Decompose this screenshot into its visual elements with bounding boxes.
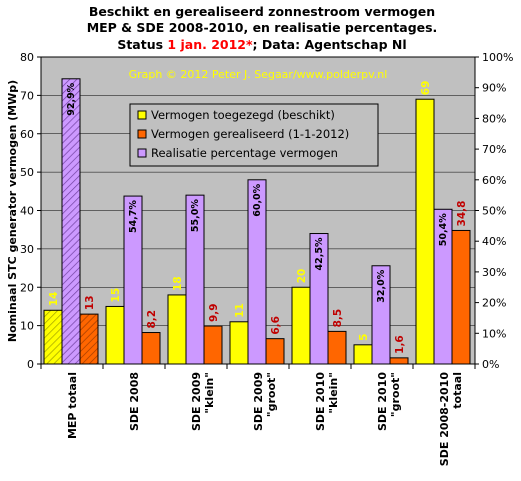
chart-credit: Graph © 2012 Peter J. Segaar/www.polderp… (129, 68, 388, 81)
chart-title-status-prefix: Status (117, 37, 167, 52)
bar-toegezegd (415, 98, 435, 365)
data-label: 13 (84, 295, 96, 310)
bar-toegezegd (291, 286, 311, 365)
chart-legend: Vermogen toegezegd (beschikt) Vermogen ge… (129, 103, 379, 167)
y-tick-label: 70 (20, 89, 34, 102)
y2-tick-label: 20% (482, 297, 506, 310)
data-label: 9,9 (208, 303, 220, 322)
y-tick-label: 60 (20, 128, 34, 141)
x-category-label: SDE 2010 (314, 372, 327, 431)
data-labels: 14 92,9% 13 15 54,7% 8,2 18 55,0% 9,9 11 60,0% 6,6 2… (48, 81, 468, 354)
bar-percentage (123, 195, 143, 365)
x-category-label: "klein" (327, 372, 340, 414)
data-label: 14 (48, 292, 60, 307)
axes: 0 10 20 30 40 50 60 70 80 0% 10% 20% 30% 40% 50% 60% 70%… (20, 51, 513, 466)
y2-tick-label: 100% (482, 51, 513, 64)
y-tick-label: 80 (20, 51, 34, 64)
data-label: 54,7% (128, 200, 139, 233)
y-tick-label: 40 (20, 205, 34, 218)
data-label: 60,0% (252, 183, 263, 216)
bar-gerealiseerd (327, 330, 347, 365)
y2-tick-label: 0% (482, 358, 499, 371)
bar-percentage (185, 194, 205, 365)
y2-tick-label: 10% (482, 327, 506, 340)
bar-gerealiseerd (265, 338, 285, 365)
x-category-label: SDE 2008 (128, 372, 141, 431)
data-label: 1,6 (394, 335, 406, 354)
y-tick-label: 50 (20, 166, 34, 179)
legend-swatch-2 (137, 129, 147, 139)
y-tick-label: 20 (20, 281, 34, 294)
bar-toegezegd (43, 309, 63, 365)
data-label: 69 (420, 81, 432, 96)
data-label: 5 (358, 334, 370, 341)
bar-marks (43, 78, 471, 365)
data-label: 11 (234, 303, 246, 318)
x-category-label: "groot" (389, 372, 402, 417)
x-category-label: SDE 2010 (376, 372, 389, 431)
y2-tick-label: 70% (482, 143, 506, 156)
bar-gerealiseerd (141, 332, 161, 365)
bar-toegezegd (229, 321, 249, 365)
data-label: 32,0% (376, 269, 387, 302)
data-label: 34,8 (456, 201, 468, 227)
chart-title-line-2: MEP & SDE 2008-2010, en realisatie perce… (87, 20, 438, 35)
legend-swatch-3 (137, 148, 147, 158)
data-label: 6,6 (270, 316, 282, 335)
x-category-label: SDE 2008-2010 (438, 372, 451, 467)
bar-percentage (309, 233, 329, 365)
bar-toegezegd (353, 344, 373, 365)
y2-tick-label: 90% (482, 82, 506, 95)
y2-tick-label: 80% (482, 112, 506, 125)
bar-percentage (61, 78, 81, 365)
bar-gerealiseerd (389, 357, 409, 365)
y-tick-label: 10 (20, 320, 34, 333)
data-label: 42,5% (314, 237, 325, 270)
y-tick-label: 30 (20, 243, 34, 256)
y2-tick-label: 50% (482, 205, 506, 218)
data-label: 20 (296, 269, 308, 284)
bar-gerealiseerd (79, 313, 99, 365)
x-category-label: "groot" (265, 372, 278, 417)
legend-box (129, 103, 379, 167)
bar-gerealiseerd (203, 325, 223, 365)
data-label: 8,5 (332, 309, 344, 328)
y2-tick-label: 40% (482, 235, 506, 248)
x-category-label: totaal (451, 372, 464, 409)
x-category-label: SDE 2009 (252, 372, 265, 431)
data-label: 92,9% (66, 82, 77, 115)
chart-title-line-3: Status 1 jan. 2012*; Data: Agentschap Nl (117, 37, 406, 52)
y-tick-label: 0 (27, 358, 34, 371)
bar-toegezegd (167, 294, 187, 365)
bar-toegezegd (105, 305, 125, 365)
y-axis-title: Nominaal STC generator vermogen (MWp) (6, 80, 19, 342)
chart-title-line-1: Beschikt en gerealiseerd zonnestroom ver… (89, 4, 435, 19)
chart-title-status-date: 1 jan. 2012* (167, 37, 253, 52)
legend-entry-1: Vermogen toegezegd (beschikt) (151, 108, 335, 122)
y2-tick-label: 30% (482, 266, 506, 279)
data-label: 55,0% (190, 199, 201, 232)
x-category-label: MEP totaal (66, 372, 79, 439)
chart-title-status-suffix: ; Data: Agentschap Nl (253, 37, 407, 52)
data-label: 50,4% (438, 213, 449, 246)
data-label: 8,2 (146, 310, 158, 329)
y2-tick-label: 60% (482, 174, 506, 187)
data-label: 18 (172, 276, 184, 291)
bar-percentage (247, 179, 267, 365)
data-label: 15 (110, 288, 122, 303)
bar-percentage (371, 265, 391, 365)
legend-entry-3: Realisatie percentage vermogen (151, 146, 338, 160)
bar-gerealiseerd (451, 229, 471, 365)
legend-swatch-1 (137, 110, 147, 120)
x-category-label: SDE 2009 (190, 372, 203, 431)
x-category-label: "klein" (203, 372, 216, 414)
legend-entry-2: Vermogen gerealiseerd (1-1-2012) (151, 127, 349, 141)
